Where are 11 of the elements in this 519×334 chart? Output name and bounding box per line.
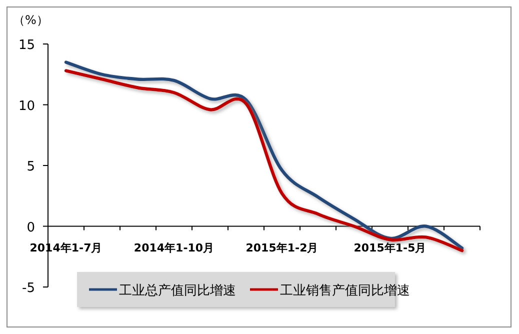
legend-label: 工业总产值同比增速 <box>119 284 236 298</box>
y-tick-label: 10 <box>18 98 35 114</box>
x-tick-label: 2014年1-10月 <box>134 241 214 254</box>
y-tick-label: 0 <box>26 220 35 236</box>
y-tick-label: 5 <box>26 160 35 174</box>
y-tick-label: -5 <box>22 281 35 296</box>
y-tick-label: 15 <box>18 38 35 53</box>
x-tick-label: 2015年1-5月 <box>354 241 426 254</box>
y-axis-title: （%） <box>13 13 48 27</box>
x-tick-label: 2015年1-2月 <box>246 241 318 254</box>
legend-label: 工业销售产值同比增速 <box>280 284 410 298</box>
